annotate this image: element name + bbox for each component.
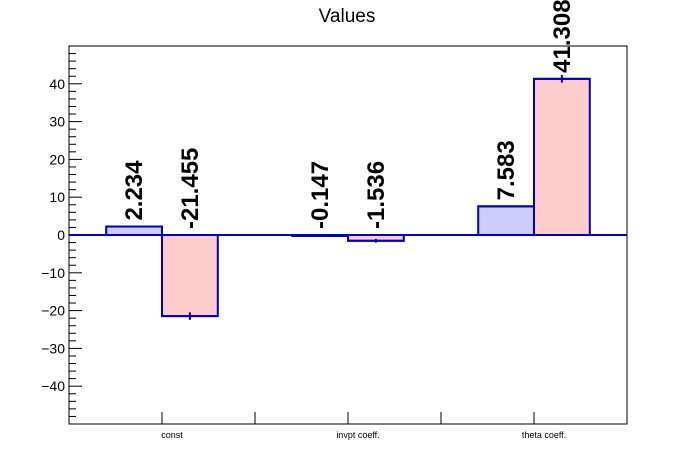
x-axis: const invpt coeff. theta coeff. xyxy=(161,412,566,440)
x-tick-label: theta coeff. xyxy=(522,430,566,440)
data-label: 2.234 xyxy=(121,160,148,221)
data-label: -21.455 xyxy=(177,148,204,229)
x-tick-label: const xyxy=(161,430,183,440)
y-tick-label: 30 xyxy=(49,114,65,130)
data-label: -0.147 xyxy=(307,161,334,229)
y-tick-label: 10 xyxy=(49,189,65,205)
bar xyxy=(477,205,536,236)
y-tick-label: −20 xyxy=(41,303,65,319)
data-label: 7.583 xyxy=(493,140,520,200)
y-tick-label: −30 xyxy=(41,340,65,356)
data-label: 41.308 xyxy=(549,0,576,73)
y-tick-label: −10 xyxy=(41,265,65,281)
data-label: -1.536 xyxy=(363,161,390,229)
bars xyxy=(69,75,627,320)
bar xyxy=(533,77,591,236)
y-tick-label: 0 xyxy=(57,227,65,243)
y-tick-label: −40 xyxy=(41,378,65,394)
y-tick-label: 40 xyxy=(49,76,65,92)
y-axis: −40 −30 −20 −10 0 10 20 30 40 xyxy=(41,53,82,417)
y-tick-label: 20 xyxy=(49,151,65,167)
chart-title: Values xyxy=(319,6,376,27)
bar xyxy=(105,225,163,237)
bar xyxy=(161,234,219,318)
x-tick-label: invpt coeff. xyxy=(336,430,379,440)
data-labels: 2.234 -21.455 -0.147 -1.536 7.583 41.308 xyxy=(121,0,576,229)
